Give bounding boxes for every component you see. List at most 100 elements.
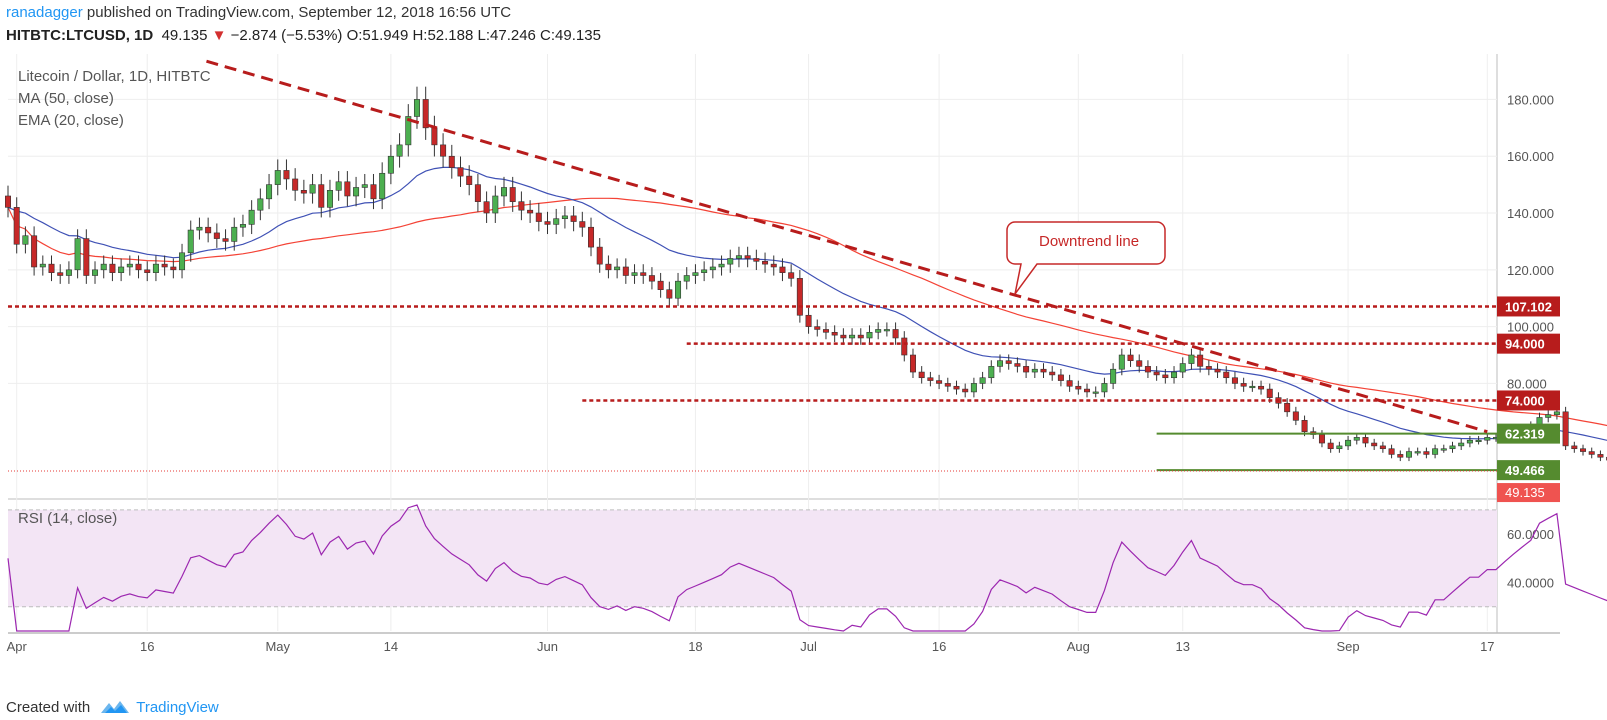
candle (213, 232, 220, 239)
candle (1301, 420, 1308, 432)
level-price-tag (1497, 460, 1560, 481)
candle (1197, 354, 1204, 367)
x-tick-label: 16 (140, 639, 154, 654)
candle (796, 278, 803, 316)
level-price-label: 62.319 (1505, 427, 1545, 442)
level-price-label: 107.102 (1505, 299, 1552, 314)
candle (675, 280, 682, 299)
candle (1171, 371, 1178, 379)
candle (831, 331, 838, 336)
candle (196, 226, 203, 231)
candle (1258, 385, 1265, 390)
level-price-tag (1497, 390, 1560, 411)
candle (579, 221, 586, 228)
candle (988, 366, 995, 379)
candle (1292, 411, 1299, 421)
candle (1205, 366, 1212, 370)
candle (274, 170, 281, 185)
candle (1214, 368, 1221, 373)
candle (1580, 448, 1587, 452)
candle (901, 337, 908, 356)
candle (1449, 445, 1456, 450)
callout-bubble (1006, 221, 1166, 295)
tradingview-link[interactable]: TradingView (136, 698, 219, 716)
candle (144, 269, 151, 273)
candle (918, 371, 925, 379)
candle (118, 266, 125, 273)
candle (1327, 442, 1334, 450)
candle (692, 272, 699, 276)
candle (1562, 411, 1569, 447)
price-chart[interactable]: Apr 16 May 14 Jun 18 Jul 16 Aug 13 Sep 17 80.000 100.… (0, 50, 1607, 688)
candle (762, 261, 769, 265)
y-tick-label: 120.000 (1507, 263, 1554, 278)
candle (875, 329, 882, 333)
tradingview-logo-icon (101, 701, 130, 713)
candle (65, 269, 72, 276)
candle (1240, 383, 1247, 387)
candle (74, 238, 81, 271)
x-tick-label: May (265, 639, 290, 654)
level-price-tag (1497, 423, 1560, 444)
level-price-label: 49.466 (1505, 463, 1545, 478)
candle (353, 187, 360, 197)
level-price-tag (1497, 333, 1560, 354)
candle (544, 221, 551, 225)
last-price-tag (1497, 483, 1560, 503)
candle (1371, 442, 1378, 447)
candle (448, 155, 455, 168)
candle (1458, 442, 1465, 447)
y-tick-label: 140.000 (1507, 206, 1554, 221)
candle (231, 226, 238, 242)
last-price: 49.135 (161, 27, 208, 44)
candle (553, 218, 560, 225)
candle (326, 190, 333, 208)
candle (718, 263, 725, 268)
candle (605, 263, 612, 271)
candle (527, 209, 534, 214)
candle (466, 175, 473, 185)
candle (1162, 374, 1169, 379)
candle (1423, 451, 1430, 455)
candle (492, 195, 499, 214)
publish-info: ranadagger published on TradingView.com,… (6, 4, 511, 21)
candle (683, 275, 690, 282)
candle (561, 215, 568, 220)
x-tick-label: 18 (688, 639, 702, 654)
candle (1414, 451, 1421, 454)
y-tick-label: 100.000 (1507, 320, 1554, 335)
symbol-name: HITBTC:LTCUSD (6, 27, 126, 44)
candle (22, 235, 29, 245)
candle (187, 229, 194, 254)
x-tick-label: Jul (800, 639, 817, 654)
candle (205, 226, 212, 234)
candle (335, 181, 342, 191)
candle (483, 201, 490, 214)
candle (431, 127, 438, 146)
candle (1040, 368, 1047, 373)
candle (857, 334, 864, 339)
candle (257, 198, 264, 211)
author-link[interactable]: ranadagger (6, 4, 83, 21)
candle (588, 226, 595, 248)
level-price-label: 94.000 (1505, 337, 1545, 352)
candle (779, 266, 786, 273)
candle (709, 266, 716, 271)
candle (283, 170, 290, 180)
candle (92, 269, 99, 276)
downtrend-line (206, 59, 1488, 434)
symbol-interval: , 1D (125, 27, 154, 44)
x-tick-label: Aug (1067, 639, 1090, 654)
candle (753, 258, 760, 262)
candle (1153, 371, 1160, 376)
candle (640, 272, 647, 276)
candle (909, 354, 916, 373)
candle (1136, 360, 1143, 367)
level-price-label: 74.000 (1505, 393, 1545, 408)
candle (849, 334, 856, 339)
candle (1066, 380, 1073, 387)
candle (788, 272, 795, 279)
candle (927, 377, 934, 381)
level-price-tag (1497, 296, 1560, 317)
candle (31, 235, 38, 268)
